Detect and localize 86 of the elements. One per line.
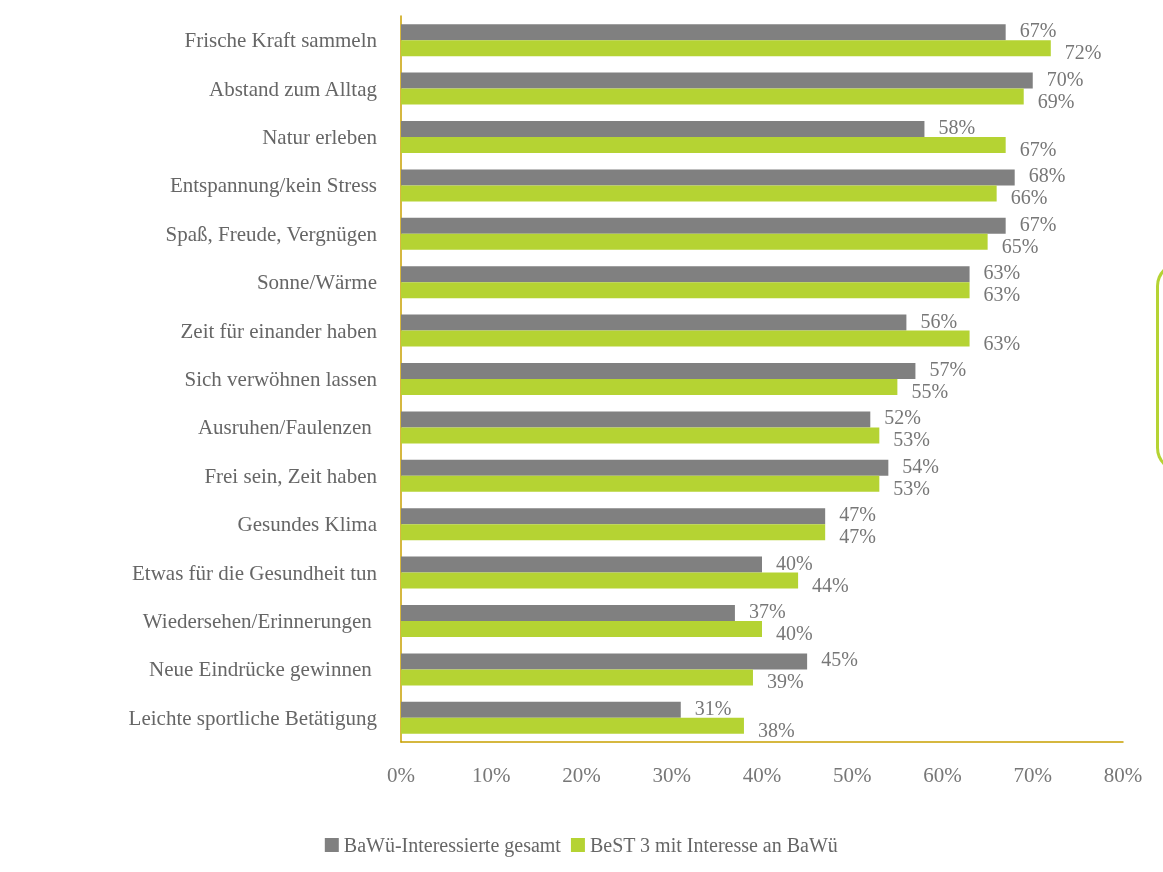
x-tick-label: 20%: [562, 762, 601, 787]
x-tick-label: 70%: [1013, 762, 1052, 787]
x-tick-label: 80%: [1103, 762, 1143, 787]
data-label: 67%: [1019, 138, 1057, 160]
bar: [401, 363, 916, 379]
data-label: 53%: [893, 428, 930, 451]
data-label: 63%: [983, 261, 1021, 284]
y-tick-label: Natur erleben: [262, 125, 378, 149]
data-label: 58%: [938, 116, 976, 138]
bar: [401, 40, 1051, 57]
y-tick-label: Entspannung/kein Stress: [169, 173, 377, 198]
bar: [401, 314, 907, 331]
bar: [401, 217, 1006, 234]
data-label: 44%: [812, 573, 849, 596]
data-label: 72%: [1064, 41, 1102, 64]
y-tick-label: Frei sein, Zeit haben: [204, 463, 378, 488]
bar: [401, 411, 871, 428]
data-label: 38%: [757, 718, 795, 741]
data-label: 37%: [748, 600, 786, 622]
data-label: 66%: [1010, 186, 1048, 209]
data-label: 40%: [776, 551, 813, 574]
data-label: 54%: [902, 454, 940, 477]
bar: [401, 233, 988, 250]
bar: [401, 379, 898, 395]
data-label: 63%: [983, 331, 1021, 354]
x-tick-label: 10%: [472, 762, 511, 787]
bar: [401, 266, 970, 283]
data-label: 56%: [920, 309, 958, 332]
bar: [401, 72, 1033, 89]
y-tick-label: Etwas für die Gesundheit tun: [132, 560, 378, 585]
y-tick-label: Ausruhen/Faulenzen: [197, 415, 377, 440]
legend-label: BeST 3 mit Interesse an BaWü: [589, 834, 838, 856]
data-label: 55%: [911, 380, 949, 402]
x-tick-label: 60%: [923, 762, 962, 787]
data-label: 31%: [694, 696, 732, 719]
bar: [401, 653, 808, 670]
bar: [401, 427, 880, 444]
data-label: 47%: [839, 503, 876, 526]
y-tick-label: Sonne/Wärme: [256, 270, 377, 295]
bar: [401, 282, 970, 299]
bar: [401, 24, 1006, 41]
y-tick-label: Zeit für einander haben: [180, 318, 378, 343]
data-label: 67%: [1019, 19, 1057, 42]
x-tick-label: 0%: [387, 762, 415, 787]
data-label: 45%: [821, 648, 858, 671]
bar: [401, 475, 880, 492]
bar: [401, 169, 1015, 186]
bar: [401, 524, 826, 541]
bar: [401, 605, 735, 621]
y-tick-label: Sich verwöhnen lassen: [184, 367, 378, 391]
y-tick-label: Leichte sportliche Betätigung: [128, 705, 378, 730]
data-label: 47%: [839, 525, 876, 548]
y-tick-label: Wiedersehen/Erinnerungen: [142, 609, 377, 633]
data-label: 63%: [983, 283, 1021, 306]
data-label: 40%: [776, 622, 813, 644]
bar: [401, 701, 681, 718]
data-label: 69%: [1037, 89, 1075, 112]
y-tick-label: Abstand zum Alltag: [209, 76, 378, 101]
data-label: 67%: [1019, 212, 1057, 235]
bar: [401, 330, 970, 347]
data-label: 70%: [1046, 67, 1084, 90]
x-tick-label: 30%: [652, 762, 691, 787]
data-label: 39%: [766, 670, 804, 693]
y-tick-label: Spaß, Freude, Vergnügen: [165, 221, 378, 246]
bar: [401, 508, 826, 525]
y-tick-label: Frische Kraft sammeln: [184, 28, 378, 53]
x-tick-label: 40%: [742, 762, 782, 787]
bar: [401, 621, 762, 637]
data-label: 65%: [1001, 234, 1039, 257]
x-tick-label: 50%: [833, 762, 872, 787]
bar: [401, 556, 762, 573]
y-tick-label: Gesundes Klima: [237, 512, 378, 537]
bar: [401, 717, 744, 734]
bar: [401, 459, 889, 476]
y-tick-label: Neue Eindrücke gewinnen: [149, 657, 377, 682]
legend-label: BaWü-Interessierte gesamt: [343, 834, 562, 857]
bar: [401, 88, 1024, 105]
bar: [401, 669, 753, 686]
data-label: 57%: [929, 358, 967, 380]
bar: [401, 572, 799, 589]
bar: [401, 185, 997, 202]
bar: [401, 121, 925, 137]
data-label: 68%: [1028, 164, 1066, 187]
bar: [401, 137, 1006, 153]
data-label: 52%: [884, 406, 921, 429]
data-label: 53%: [893, 476, 930, 499]
